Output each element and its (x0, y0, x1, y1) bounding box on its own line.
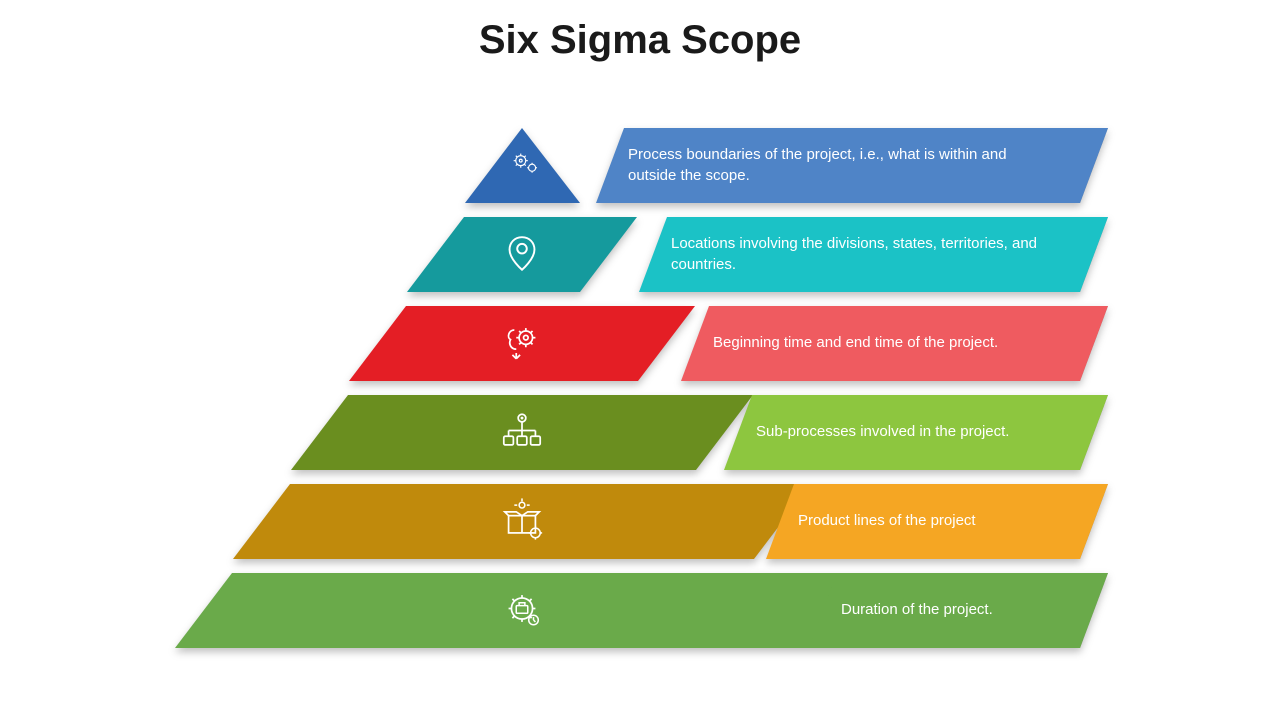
pyramid-segment (349, 306, 695, 381)
bar-edge (1080, 395, 1114, 470)
bar-edge (1080, 484, 1114, 559)
description-text: Duration of the project. (841, 600, 993, 620)
pyramid-stage: Process boundaries of the project, i.e.,… (0, 128, 1280, 688)
pyramid-segment (233, 484, 811, 559)
bar-edge (1080, 128, 1114, 203)
description-bar: Process boundaries of the project, i.e.,… (596, 128, 1108, 203)
bar-edge (1080, 573, 1114, 648)
description-bar: Duration of the project. (809, 573, 1108, 648)
description-text: Beginning time and end time of the proje… (713, 333, 998, 353)
pyramid-segment (407, 217, 637, 292)
pyramid-row: Duration of the project. (0, 573, 1280, 653)
pyramid-row: Product lines of the project (0, 484, 1280, 564)
briefcase-gear-icon (499, 585, 545, 636)
description-text: Product lines of the project (798, 511, 976, 531)
pyramid-segment (175, 573, 869, 648)
description-text: Sub-processes involved in the project. (756, 422, 1009, 442)
brain-gear-icon (499, 318, 545, 369)
page-title: Six Sigma Scope (479, 18, 801, 63)
bar-edge (1080, 217, 1114, 292)
location-icon (499, 229, 545, 280)
description-bar: Product lines of the project (766, 484, 1108, 559)
description-text: Process boundaries of the project, i.e.,… (628, 145, 1050, 186)
pyramid-row: Locations involving the divisions, state… (0, 217, 1280, 297)
pyramid-row: Beginning time and end time of the proje… (0, 306, 1280, 386)
pyramid-segment (291, 395, 753, 470)
box-idea-icon (499, 496, 545, 547)
org-chart-icon (499, 407, 545, 458)
description-bar: Beginning time and end time of the proje… (681, 306, 1108, 381)
pyramid-row: Process boundaries of the project, i.e.,… (0, 128, 1280, 208)
description-bar: Sub-processes involved in the project. (724, 395, 1108, 470)
pyramid-segment (465, 128, 580, 203)
gears-icon (508, 146, 542, 185)
pyramid-row: Sub-processes involved in the project. (0, 395, 1280, 475)
bar-edge (1080, 306, 1114, 381)
description-bar: Locations involving the divisions, state… (639, 217, 1108, 292)
description-text: Locations involving the divisions, state… (671, 234, 1050, 275)
